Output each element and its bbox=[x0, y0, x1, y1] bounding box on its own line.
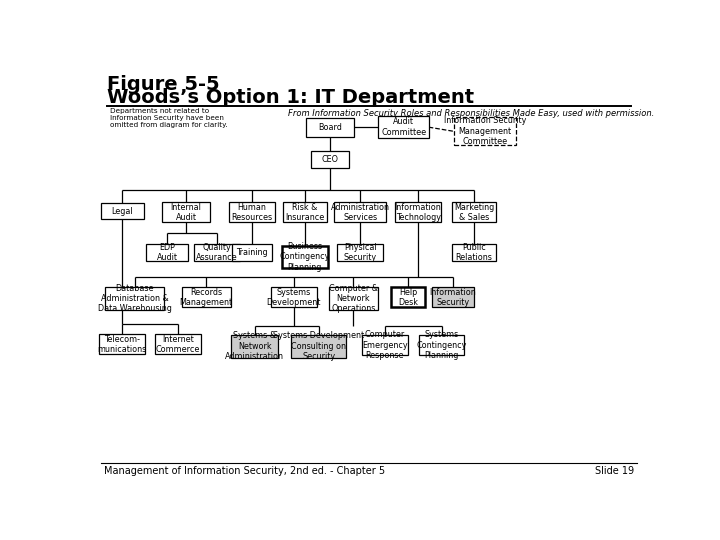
FancyBboxPatch shape bbox=[232, 245, 272, 261]
FancyBboxPatch shape bbox=[379, 116, 428, 138]
Text: Computer &
Network
Operations: Computer & Network Operations bbox=[329, 284, 378, 313]
Text: Training: Training bbox=[236, 248, 268, 257]
Text: Systems &
Network
Administration: Systems & Network Administration bbox=[225, 332, 284, 361]
FancyBboxPatch shape bbox=[418, 335, 464, 355]
Text: Board: Board bbox=[318, 123, 342, 132]
FancyBboxPatch shape bbox=[231, 335, 279, 357]
Text: Audit
Committee: Audit Committee bbox=[381, 118, 426, 137]
FancyBboxPatch shape bbox=[99, 334, 145, 354]
Text: Human
Resources: Human Resources bbox=[231, 202, 272, 222]
Text: Woods’s Option 1: IT Department: Woods’s Option 1: IT Department bbox=[107, 87, 474, 107]
Text: Database
Administration &
Data Warehousing: Database Administration & Data Warehousi… bbox=[98, 284, 171, 313]
FancyBboxPatch shape bbox=[194, 244, 240, 261]
FancyBboxPatch shape bbox=[306, 118, 354, 137]
FancyBboxPatch shape bbox=[432, 287, 474, 307]
FancyBboxPatch shape bbox=[282, 202, 327, 222]
Text: From Information Security Roles and Responsibilities Made Easy, used with permis: From Information Security Roles and Resp… bbox=[288, 109, 654, 118]
Text: Information
Technology: Information Technology bbox=[395, 202, 441, 222]
FancyBboxPatch shape bbox=[451, 202, 496, 222]
FancyBboxPatch shape bbox=[146, 244, 188, 261]
Text: Computer
Emergency
Response: Computer Emergency Response bbox=[362, 330, 408, 360]
Text: Management of Information Security, 2nd ed. - Chapter 5: Management of Information Security, 2nd … bbox=[104, 467, 385, 476]
Text: Quality
Assurance: Quality Assurance bbox=[197, 243, 238, 262]
FancyBboxPatch shape bbox=[361, 335, 408, 355]
Text: Risk &
Insurance: Risk & Insurance bbox=[285, 202, 325, 222]
Text: CEO: CEO bbox=[321, 154, 338, 164]
FancyBboxPatch shape bbox=[334, 202, 386, 222]
FancyBboxPatch shape bbox=[329, 287, 378, 310]
FancyBboxPatch shape bbox=[271, 287, 317, 307]
Text: Departments not related to
Information Security have been
omitted from diagram f: Departments not related to Information S… bbox=[109, 109, 227, 129]
Text: Marketing
& Sales: Marketing & Sales bbox=[454, 202, 494, 222]
FancyBboxPatch shape bbox=[454, 117, 516, 145]
FancyBboxPatch shape bbox=[452, 244, 495, 261]
FancyBboxPatch shape bbox=[395, 202, 441, 222]
FancyBboxPatch shape bbox=[156, 334, 201, 354]
Text: Systems Development
Consulting on
Security: Systems Development Consulting on Securi… bbox=[273, 332, 364, 361]
FancyBboxPatch shape bbox=[337, 244, 383, 261]
Text: Public
Relations: Public Relations bbox=[456, 243, 492, 262]
Text: Slide 19: Slide 19 bbox=[595, 467, 634, 476]
Text: Telecom-
munications: Telecom- munications bbox=[98, 334, 147, 354]
FancyBboxPatch shape bbox=[105, 287, 164, 310]
FancyBboxPatch shape bbox=[162, 202, 210, 222]
Text: Records
Management: Records Management bbox=[179, 287, 233, 307]
FancyBboxPatch shape bbox=[181, 287, 230, 307]
FancyBboxPatch shape bbox=[391, 287, 426, 307]
Text: Internet
Commerce: Internet Commerce bbox=[156, 334, 200, 354]
Text: Figure 5-5: Figure 5-5 bbox=[107, 75, 220, 94]
Text: Business
Contingency
Planning: Business Contingency Planning bbox=[279, 242, 330, 272]
FancyBboxPatch shape bbox=[282, 246, 328, 268]
Text: Information
Security: Information Security bbox=[429, 287, 476, 307]
FancyBboxPatch shape bbox=[292, 335, 346, 357]
FancyBboxPatch shape bbox=[229, 202, 275, 222]
Text: Information Security
Management
Committee: Information Security Management Committe… bbox=[444, 117, 526, 146]
FancyBboxPatch shape bbox=[311, 151, 349, 167]
Text: Physical
Security: Physical Security bbox=[343, 243, 377, 262]
Text: Administration
Services: Administration Services bbox=[330, 202, 390, 222]
Text: Internal
Audit: Internal Audit bbox=[171, 202, 202, 222]
Text: Help
Desk: Help Desk bbox=[398, 287, 418, 307]
Text: Legal: Legal bbox=[112, 207, 133, 215]
FancyBboxPatch shape bbox=[101, 203, 144, 219]
Text: EDP
Audit: EDP Audit bbox=[156, 243, 178, 262]
Text: Systems
Contingency
Planning: Systems Contingency Planning bbox=[416, 330, 467, 360]
Text: Systems
Development: Systems Development bbox=[266, 287, 321, 307]
